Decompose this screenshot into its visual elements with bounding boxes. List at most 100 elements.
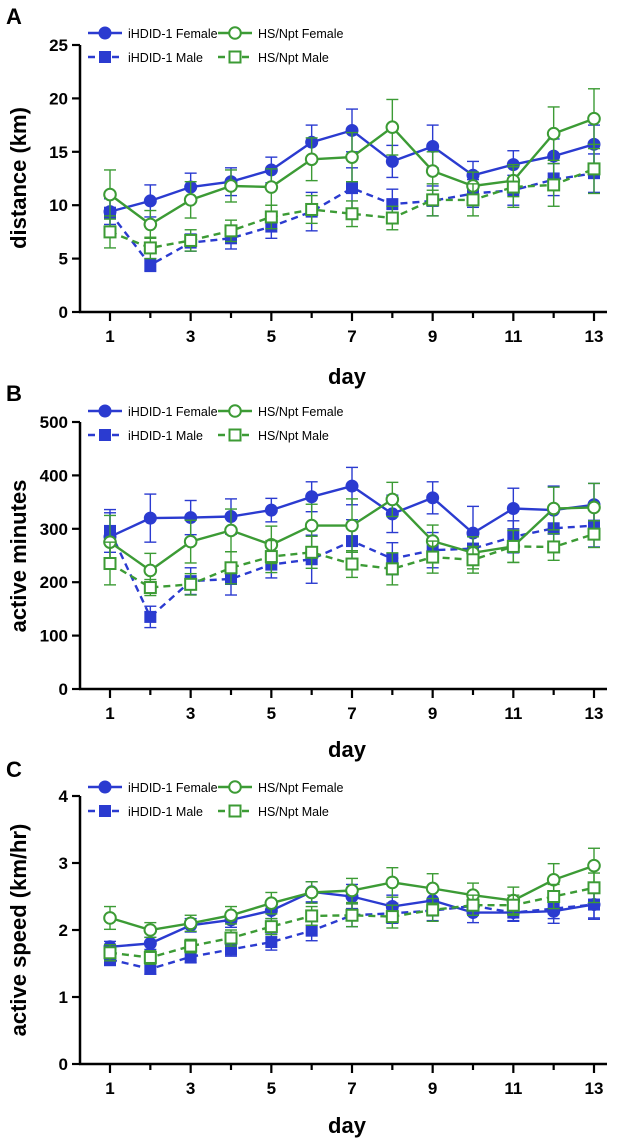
- x-axis-label-a: day: [328, 364, 367, 389]
- data-point: [506, 502, 520, 516]
- data-point: [385, 562, 399, 576]
- panel-letter-c: C: [6, 757, 22, 782]
- y-tick-label-a: 10: [49, 196, 68, 215]
- legend-label: iHDID-1 Male: [128, 429, 203, 443]
- data-point: [224, 224, 238, 238]
- data-point: [264, 550, 278, 564]
- y-tick-label-b: 0: [59, 680, 68, 699]
- y-tick-label-a: 25: [49, 36, 68, 55]
- data-point: [143, 563, 158, 578]
- x-tick-label-a: 11: [504, 327, 522, 346]
- legend-b: iHDID-1 Female iHDID-1 Male HS/Npt Female H…: [88, 404, 343, 443]
- data-point: [183, 916, 198, 931]
- data-point: [103, 557, 117, 571]
- data-point: [426, 139, 440, 153]
- legend-entry-hsnpt-male: HS/Npt Male: [218, 804, 329, 819]
- data-point: [305, 490, 319, 504]
- data-point: [143, 950, 157, 964]
- x-axis-label-b: day: [328, 737, 367, 762]
- legend-marker: [228, 404, 242, 418]
- data-point: [506, 180, 520, 194]
- data-point: [466, 898, 480, 912]
- y-tick-label-a: 20: [49, 89, 68, 108]
- y-tick-label-c: 4: [59, 787, 69, 806]
- data-point: [546, 501, 561, 516]
- data-point: [264, 503, 278, 517]
- legend-a: iHDID-1 Female iHDID-1 Male HS/Npt Female H…: [88, 26, 343, 65]
- data-point: [587, 500, 601, 515]
- data-point: [103, 946, 117, 960]
- data-point: [345, 479, 359, 493]
- data-point: [305, 202, 319, 216]
- legend-entry-hsnpt-female: HS/Npt Female: [218, 26, 343, 41]
- data-point: [546, 126, 561, 141]
- data-point: [264, 920, 278, 934]
- x-tick-label-c: 1: [105, 1079, 114, 1098]
- y-tick-label-b: 500: [40, 413, 68, 432]
- x-tick-label-c: 3: [186, 1079, 195, 1098]
- legend-marker: [228, 804, 242, 818]
- data-point: [184, 577, 198, 591]
- legend-entry-ihdid1-male: iHDID-1 Male: [88, 51, 203, 65]
- data-point: [345, 518, 359, 533]
- data-point: [547, 890, 561, 903]
- data-point: [547, 540, 561, 554]
- legend-label: HS/Npt Female: [258, 781, 343, 795]
- x-tick-label-a: 3: [186, 327, 195, 346]
- data-point: [345, 883, 359, 898]
- data-point: [385, 154, 399, 168]
- data-point: [265, 936, 278, 949]
- y-tick-label-c: 2: [59, 921, 68, 940]
- data-point: [346, 182, 358, 195]
- data-point: [143, 217, 158, 232]
- legend-entry-hsnpt-female: HS/Npt Female: [218, 780, 343, 795]
- y-tick-label-c: 3: [59, 854, 68, 873]
- data-point: [143, 511, 157, 525]
- data-point: [264, 896, 279, 911]
- data-point: [224, 908, 238, 923]
- data-point: [587, 527, 601, 541]
- data-point: [385, 875, 400, 890]
- legend-label: HS/Npt Female: [258, 27, 343, 41]
- data-point: [466, 553, 480, 567]
- y-tick-label-b: 400: [40, 466, 68, 485]
- series-hsnpt-female-a: [103, 88, 601, 240]
- x-tick-label-c: 13: [585, 1079, 604, 1098]
- data-point: [103, 911, 117, 925]
- data-point: [183, 193, 198, 207]
- data-point: [143, 923, 158, 937]
- y-axis-label-b: active minutes: [6, 480, 31, 633]
- y-tick-label-b: 300: [40, 520, 68, 539]
- data-point: [547, 178, 561, 192]
- data-point: [143, 581, 157, 595]
- x-tick-label-b: 1: [105, 704, 114, 723]
- x-tick-label-a: 13: [585, 327, 604, 346]
- panel-letter-a: A: [6, 4, 22, 29]
- x-tick-label-b: 3: [186, 704, 195, 723]
- data-point: [385, 211, 399, 225]
- data-point: [144, 610, 157, 623]
- data-point: [426, 193, 440, 207]
- x-tick-label-c: 5: [267, 1079, 276, 1098]
- data-point: [143, 936, 157, 950]
- data-point: [224, 179, 238, 193]
- legend-marker: [98, 780, 112, 794]
- x-tick-label-b: 11: [504, 704, 522, 723]
- legend-entry-hsnpt-female: HS/Npt Female: [218, 404, 343, 419]
- data-point: [426, 491, 440, 505]
- data-point: [184, 939, 198, 953]
- y-tick-label-b: 200: [40, 573, 68, 592]
- data-point: [144, 259, 157, 272]
- y-tick-label-a: 5: [59, 250, 68, 269]
- data-point: [587, 881, 601, 895]
- data-point: [587, 111, 601, 126]
- legend-label: iHDID-1 Male: [128, 805, 203, 819]
- legend-c: iHDID-1 Female iHDID-1 Male HS/Npt Female H…: [88, 780, 343, 819]
- data-point: [345, 207, 359, 221]
- legend-marker: [99, 51, 111, 63]
- x-tick-label-a: 9: [428, 327, 437, 346]
- data-point: [304, 518, 319, 533]
- data-point: [506, 539, 520, 553]
